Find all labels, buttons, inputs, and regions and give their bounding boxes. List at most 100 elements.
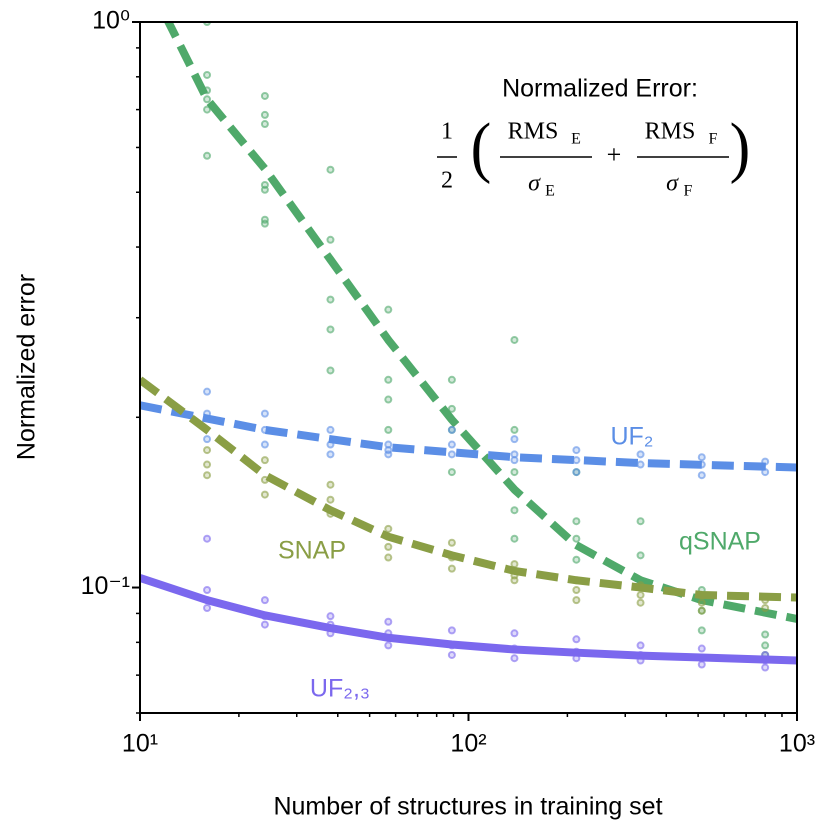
formula-text: σ	[528, 171, 541, 197]
data-point	[697, 598, 706, 607]
data-point	[384, 641, 393, 650]
data-point	[572, 534, 581, 543]
data-point	[260, 490, 269, 499]
data-point	[572, 586, 581, 595]
data-point	[384, 305, 393, 314]
data-point	[447, 650, 456, 659]
data-point	[384, 524, 393, 533]
data-point	[697, 471, 706, 480]
formula-subscript: F	[684, 183, 693, 200]
data-point	[636, 450, 645, 459]
formula-subscript: E	[545, 183, 555, 200]
data-point	[260, 440, 269, 449]
formula-text: σ	[666, 171, 679, 197]
series-label: SNAP	[278, 537, 346, 565]
formula-subscript: E	[571, 131, 581, 148]
series-label: UF₂,₃	[310, 675, 370, 703]
data-point	[384, 553, 393, 562]
formula-text: +	[607, 140, 622, 169]
annotation-title: Normalized Error:	[502, 75, 698, 103]
data-point	[203, 105, 212, 114]
data-point	[203, 70, 212, 79]
data-point	[572, 555, 581, 564]
data-point	[572, 517, 581, 526]
data-point	[326, 366, 335, 375]
data-point	[510, 560, 519, 569]
data-point	[260, 620, 269, 629]
data-point	[260, 91, 269, 100]
data-point	[572, 446, 581, 455]
data-point	[203, 460, 212, 469]
data-point	[326, 295, 335, 304]
data-point	[203, 604, 212, 613]
data-point	[510, 576, 519, 585]
x-tick-label: 10³	[779, 730, 815, 758]
data-point	[260, 409, 269, 418]
data-point	[636, 591, 645, 600]
data-point	[384, 617, 393, 626]
data-point	[697, 644, 706, 653]
formula-text: 1	[441, 119, 453, 145]
data-point	[203, 534, 212, 543]
fit-curve	[140, 376, 797, 602]
data-point	[636, 641, 645, 650]
data-point	[510, 506, 519, 515]
data-point	[260, 185, 269, 194]
data-point	[203, 95, 212, 104]
data-point	[761, 641, 770, 650]
data-point	[636, 551, 645, 560]
data-point	[203, 471, 212, 480]
data-point	[510, 629, 519, 638]
y-axis-label: Normalized error	[13, 274, 41, 460]
data-point	[447, 538, 456, 547]
data-point	[384, 450, 393, 459]
data-point	[260, 219, 269, 228]
data-point	[636, 460, 645, 469]
data-point	[761, 604, 770, 613]
data-point	[384, 395, 393, 404]
data-point	[203, 435, 212, 444]
data-point	[697, 660, 706, 669]
data-point	[510, 468, 519, 477]
data-point	[447, 375, 456, 384]
data-point	[572, 635, 581, 644]
y-tick-label: 10⁻¹	[81, 572, 130, 600]
data-point	[447, 425, 456, 434]
data-point	[326, 425, 335, 434]
data-point	[384, 542, 393, 551]
data-point	[761, 663, 770, 672]
data-point	[326, 495, 335, 504]
fit-curve	[140, 574, 797, 665]
data-point	[326, 450, 335, 459]
x-tick-label: 10²	[450, 730, 486, 758]
fit-curve	[163, 22, 797, 623]
plot-area	[140, 22, 797, 672]
data-point	[510, 435, 519, 444]
series-label: qSNAP	[679, 528, 761, 556]
data-point	[326, 235, 335, 244]
data-point	[203, 151, 212, 160]
data-point	[510, 534, 519, 543]
formula-text: (	[471, 110, 492, 185]
data-point	[447, 404, 456, 413]
data-point	[203, 387, 212, 396]
formula-text: RMS	[645, 119, 696, 145]
data-point	[636, 517, 645, 526]
data-point	[510, 335, 519, 344]
data-point	[260, 596, 269, 605]
formula-text: RMS	[508, 119, 559, 145]
data-point	[697, 606, 706, 615]
data-point	[761, 630, 770, 639]
data-point	[697, 453, 706, 462]
data-point	[510, 654, 519, 663]
formula-text: )	[730, 110, 751, 185]
data-point	[384, 375, 393, 384]
fit-curve	[140, 401, 797, 472]
data-point	[203, 586, 212, 595]
data-point	[260, 456, 269, 465]
data-point	[510, 456, 519, 465]
data-point	[447, 468, 456, 477]
series-label: UF₂	[610, 423, 653, 451]
data-point	[326, 480, 335, 489]
